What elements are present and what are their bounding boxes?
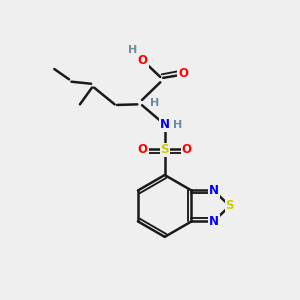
Text: H: H	[150, 98, 159, 108]
Text: H: H	[128, 45, 137, 55]
Text: N: N	[208, 184, 219, 197]
Text: O: O	[138, 143, 148, 157]
Text: O: O	[182, 143, 192, 157]
Text: H: H	[173, 120, 183, 130]
Text: O: O	[178, 67, 188, 80]
Text: N: N	[208, 215, 219, 228]
Text: N: N	[160, 118, 170, 131]
Text: S: S	[226, 200, 234, 212]
Text: S: S	[160, 143, 169, 157]
Text: O: O	[138, 54, 148, 67]
